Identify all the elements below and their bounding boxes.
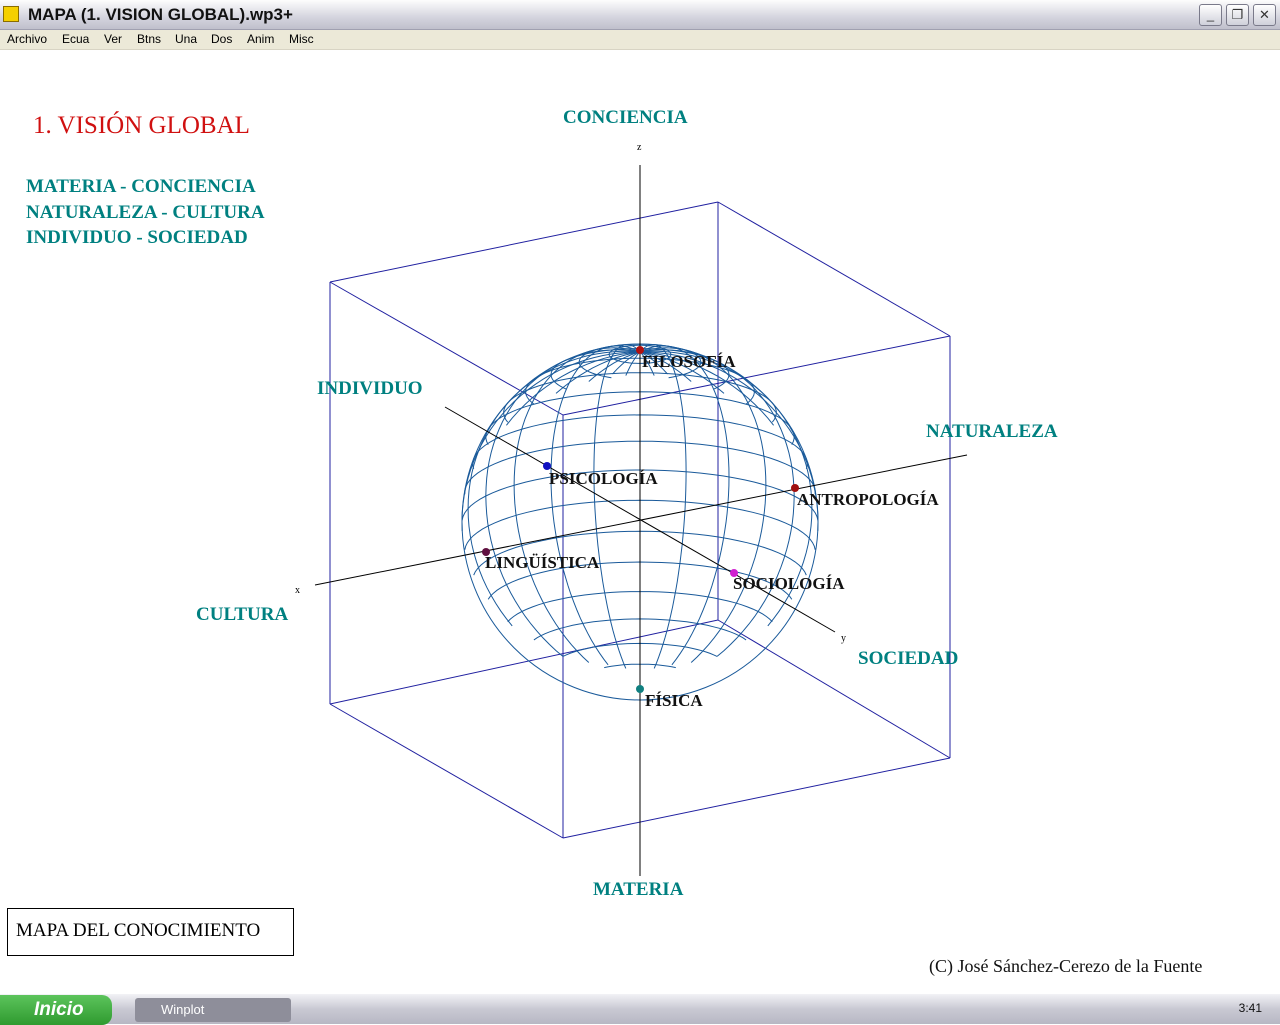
clock: 3:41	[1238, 1001, 1262, 1015]
meridian-line	[639, 344, 687, 669]
point-fisica	[636, 685, 644, 693]
label-conciencia: CONCIENCIA	[563, 107, 688, 128]
cube-edge	[329, 703, 564, 839]
meridian-line	[639, 351, 725, 394]
title-bar: MAPA (1. VISION GLOBAL).wp3+ _ ❐ ✕	[0, 0, 1280, 30]
y-axis	[444, 406, 836, 633]
point-antropologia	[791, 484, 799, 492]
point-label-filosofia: FILOSOFÍA	[642, 352, 736, 371]
maximize-button[interactable]: ❐	[1226, 4, 1249, 26]
latitude-line	[473, 530, 807, 576]
cube-edge	[717, 619, 951, 759]
latitude-line	[604, 663, 676, 669]
taskbar: Inicio Winplot 3:41	[0, 993, 1280, 1025]
cube-edge	[329, 201, 719, 283]
menu-una[interactable]: Una	[175, 32, 198, 46]
label-sociedad: SOCIEDAD	[858, 648, 959, 669]
meridian-line	[639, 351, 692, 382]
label-materia: MATERIA	[593, 879, 684, 900]
latitude-line	[464, 440, 816, 495]
meridian-line	[612, 351, 641, 375]
meridian-line	[513, 347, 641, 663]
cube-edge	[562, 757, 951, 839]
meridian-line	[639, 350, 813, 627]
point-label-psicologia: PSICOLOGÍA	[549, 469, 658, 488]
taskbar-item-winplot[interactable]: Winplot	[135, 998, 291, 1022]
start-button[interactable]: Inicio	[0, 995, 112, 1025]
close-button[interactable]: ✕	[1253, 4, 1276, 26]
menu-misc[interactable]: Misc	[289, 32, 314, 46]
z-axis-label: z	[637, 142, 642, 153]
label-cultura: CULTURA	[196, 604, 289, 625]
meridian-line	[467, 350, 641, 627]
latitude-line	[461, 469, 819, 521]
menu-ecua[interactable]: Ecua	[62, 32, 90, 46]
pair-label: MATERIA - CONCIENCIA	[26, 176, 256, 197]
cube-edge	[717, 201, 951, 337]
y-axis-label: y	[841, 633, 846, 644]
latitude-line	[464, 499, 816, 550]
point-label-sociologia: SOCIOLOGÍA	[733, 574, 845, 593]
latitude-line	[503, 372, 777, 423]
minimize-button[interactable]: _	[1199, 4, 1222, 26]
point-psicologia	[543, 462, 551, 470]
latitude-line	[487, 561, 793, 600]
latitude-line	[507, 591, 773, 623]
point-label-fisica: FÍSICA	[645, 691, 703, 710]
menu-anim[interactable]: Anim	[247, 32, 275, 46]
point-linguistica	[482, 548, 490, 556]
meridian-line	[593, 344, 641, 669]
point-sociologia	[730, 569, 738, 577]
page-heading: 1. VISIÓN GLOBAL	[33, 112, 250, 139]
meridian-line	[639, 351, 655, 376]
window-title: MAPA (1. VISION GLOBAL).wp3+	[28, 5, 293, 24]
cube-edge	[562, 335, 951, 416]
point-label-antropologia: ANTROPOLOGÍA	[797, 490, 939, 509]
pair-label: INDIVIDUO - SOCIEDAD	[26, 227, 248, 248]
menu-dos[interactable]: Dos	[211, 32, 233, 46]
map-title-box: MAPA DEL CONOCIMIENTO	[7, 908, 294, 956]
meridian-line	[639, 349, 795, 657]
latitude-line	[533, 618, 747, 641]
meridian-line	[506, 351, 641, 426]
winplot-app-icon	[3, 6, 19, 22]
meridian-line	[625, 351, 641, 376]
meridian-line	[639, 351, 668, 375]
menu-bar: Archivo Ecua Ver Btns Una Dos Anim Misc	[0, 30, 1280, 50]
point-label-linguistica: LINGÜÍSTICA	[485, 553, 600, 572]
pair-label: NATURALEZA - CULTURA	[26, 202, 265, 223]
menu-btns[interactable]: Btns	[137, 32, 162, 46]
cube-edge	[329, 619, 719, 705]
meridian-line	[639, 351, 774, 426]
label-naturaleza: NATURALEZA	[926, 421, 1058, 442]
label-individuo: INDIVIDUO	[317, 378, 423, 399]
menu-archivo[interactable]: Archivo	[7, 32, 48, 46]
meridian-line	[550, 345, 641, 666]
meridian-line	[588, 351, 641, 382]
meridian-line	[639, 345, 730, 666]
menu-ver[interactable]: Ver	[104, 32, 123, 46]
x-axis-label: x	[295, 585, 300, 596]
axes	[314, 165, 968, 876]
point-filosofia	[636, 346, 644, 354]
copyright: (C) José Sánchez-Cerezo de la Fuente	[929, 956, 1203, 976]
